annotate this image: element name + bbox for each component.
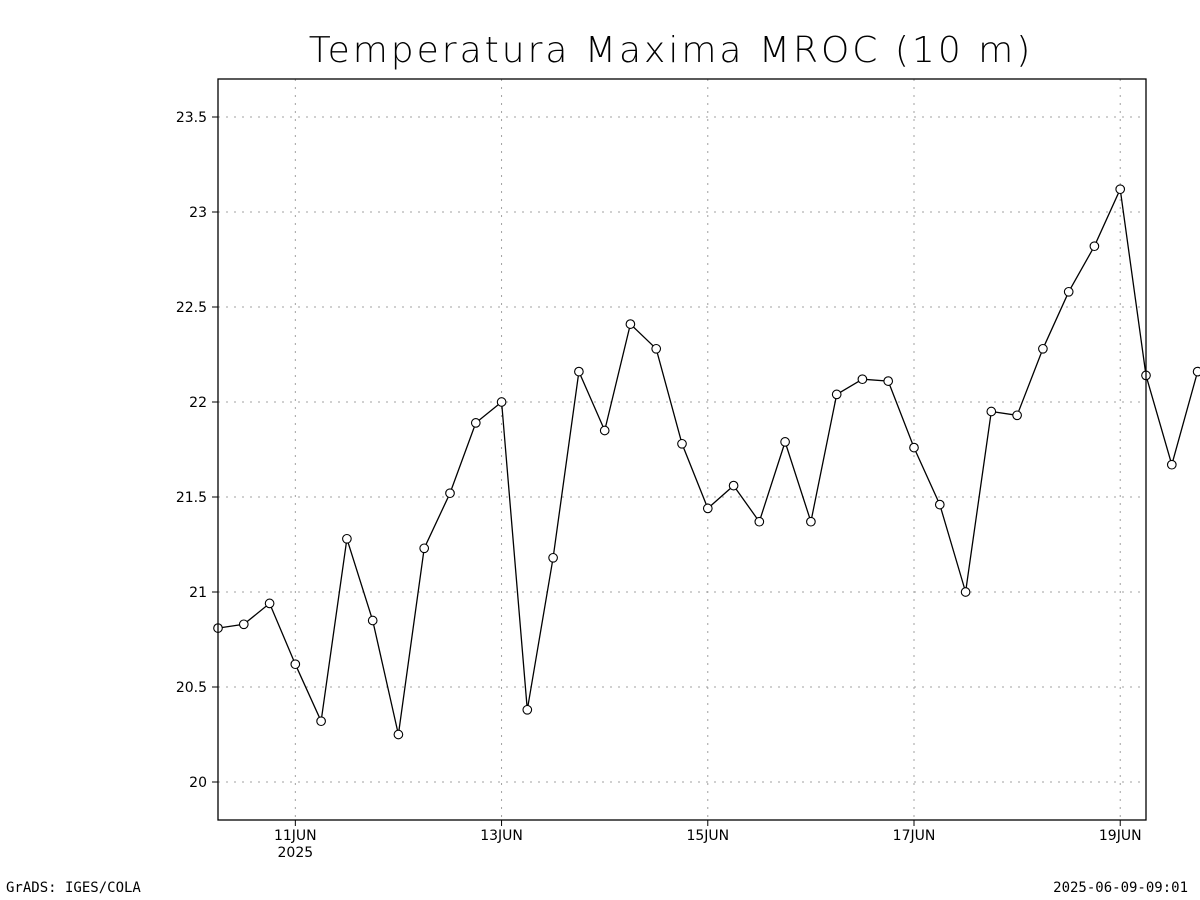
data-point <box>264 598 275 609</box>
data-point <box>651 343 662 354</box>
data-point <box>806 516 816 527</box>
line-chart: Temperatura Maxima MROC (10 m) 2020.5212… <box>176 30 1200 861</box>
x-tick-label: 11JUN <box>274 828 317 844</box>
y-tick-label: 20 <box>189 775 207 791</box>
data-point <box>934 499 945 510</box>
series-line <box>217 186 1200 735</box>
data-point <box>728 480 739 491</box>
data-point <box>857 374 868 385</box>
data-series <box>213 184 1200 740</box>
data-point <box>316 716 326 727</box>
x-tick-label: 15JUN <box>686 828 729 844</box>
y-axis-ticks: 20 20.5 21 21.5 22 22.5 23 23.5 <box>176 110 218 791</box>
data-point <box>496 397 507 407</box>
data-point <box>445 488 455 499</box>
data-point <box>342 533 352 544</box>
data-point <box>599 425 610 436</box>
data-point <box>470 418 481 428</box>
data-point <box>1115 184 1126 195</box>
data-point <box>909 442 919 453</box>
y-tick-label: 21.5 <box>176 490 207 506</box>
y-tick-label: 20.5 <box>176 680 207 696</box>
y-tick-label: 22.5 <box>176 300 207 316</box>
data-point <box>831 389 842 400</box>
x-tick-label: 17JUN <box>893 828 936 844</box>
x-tick-sublabel: 2025 <box>278 845 314 861</box>
data-point <box>960 587 971 597</box>
data-point <box>393 729 404 740</box>
data-point <box>1012 410 1022 421</box>
y-tick-label: 21 <box>189 585 207 601</box>
data-point <box>1192 366 1200 377</box>
data-point <box>1166 459 1177 470</box>
data-point <box>780 437 790 447</box>
data-point <box>574 366 584 377</box>
data-point <box>522 704 533 715</box>
timestamp-label: 2025-06-09-09:01 <box>1053 880 1188 896</box>
data-point <box>419 543 430 554</box>
data-point <box>702 503 713 514</box>
data-point <box>238 619 249 630</box>
data-point <box>986 406 997 417</box>
data-point <box>290 659 301 670</box>
x-tick-label: 13JUN <box>480 828 523 844</box>
data-point <box>1038 343 1048 354</box>
plot-frame <box>217 78 1147 821</box>
gridlines <box>218 79 1146 820</box>
data-point <box>367 615 378 626</box>
data-point <box>548 552 558 563</box>
grads-credit: GrADS: IGES/COLA <box>6 880 141 896</box>
data-point <box>1089 241 1100 252</box>
chart-title: Temperatura Maxima MROC (10 m) <box>309 30 1034 71</box>
data-point <box>754 516 765 527</box>
data-point <box>1063 286 1074 297</box>
y-tick-label: 23.5 <box>176 110 207 126</box>
y-tick-label: 22 <box>189 395 207 411</box>
y-tick-label: 23 <box>189 205 207 221</box>
data-point <box>677 438 687 449</box>
data-point <box>883 376 894 386</box>
data-point <box>625 319 636 329</box>
x-tick-label: 19JUN <box>1099 828 1142 844</box>
